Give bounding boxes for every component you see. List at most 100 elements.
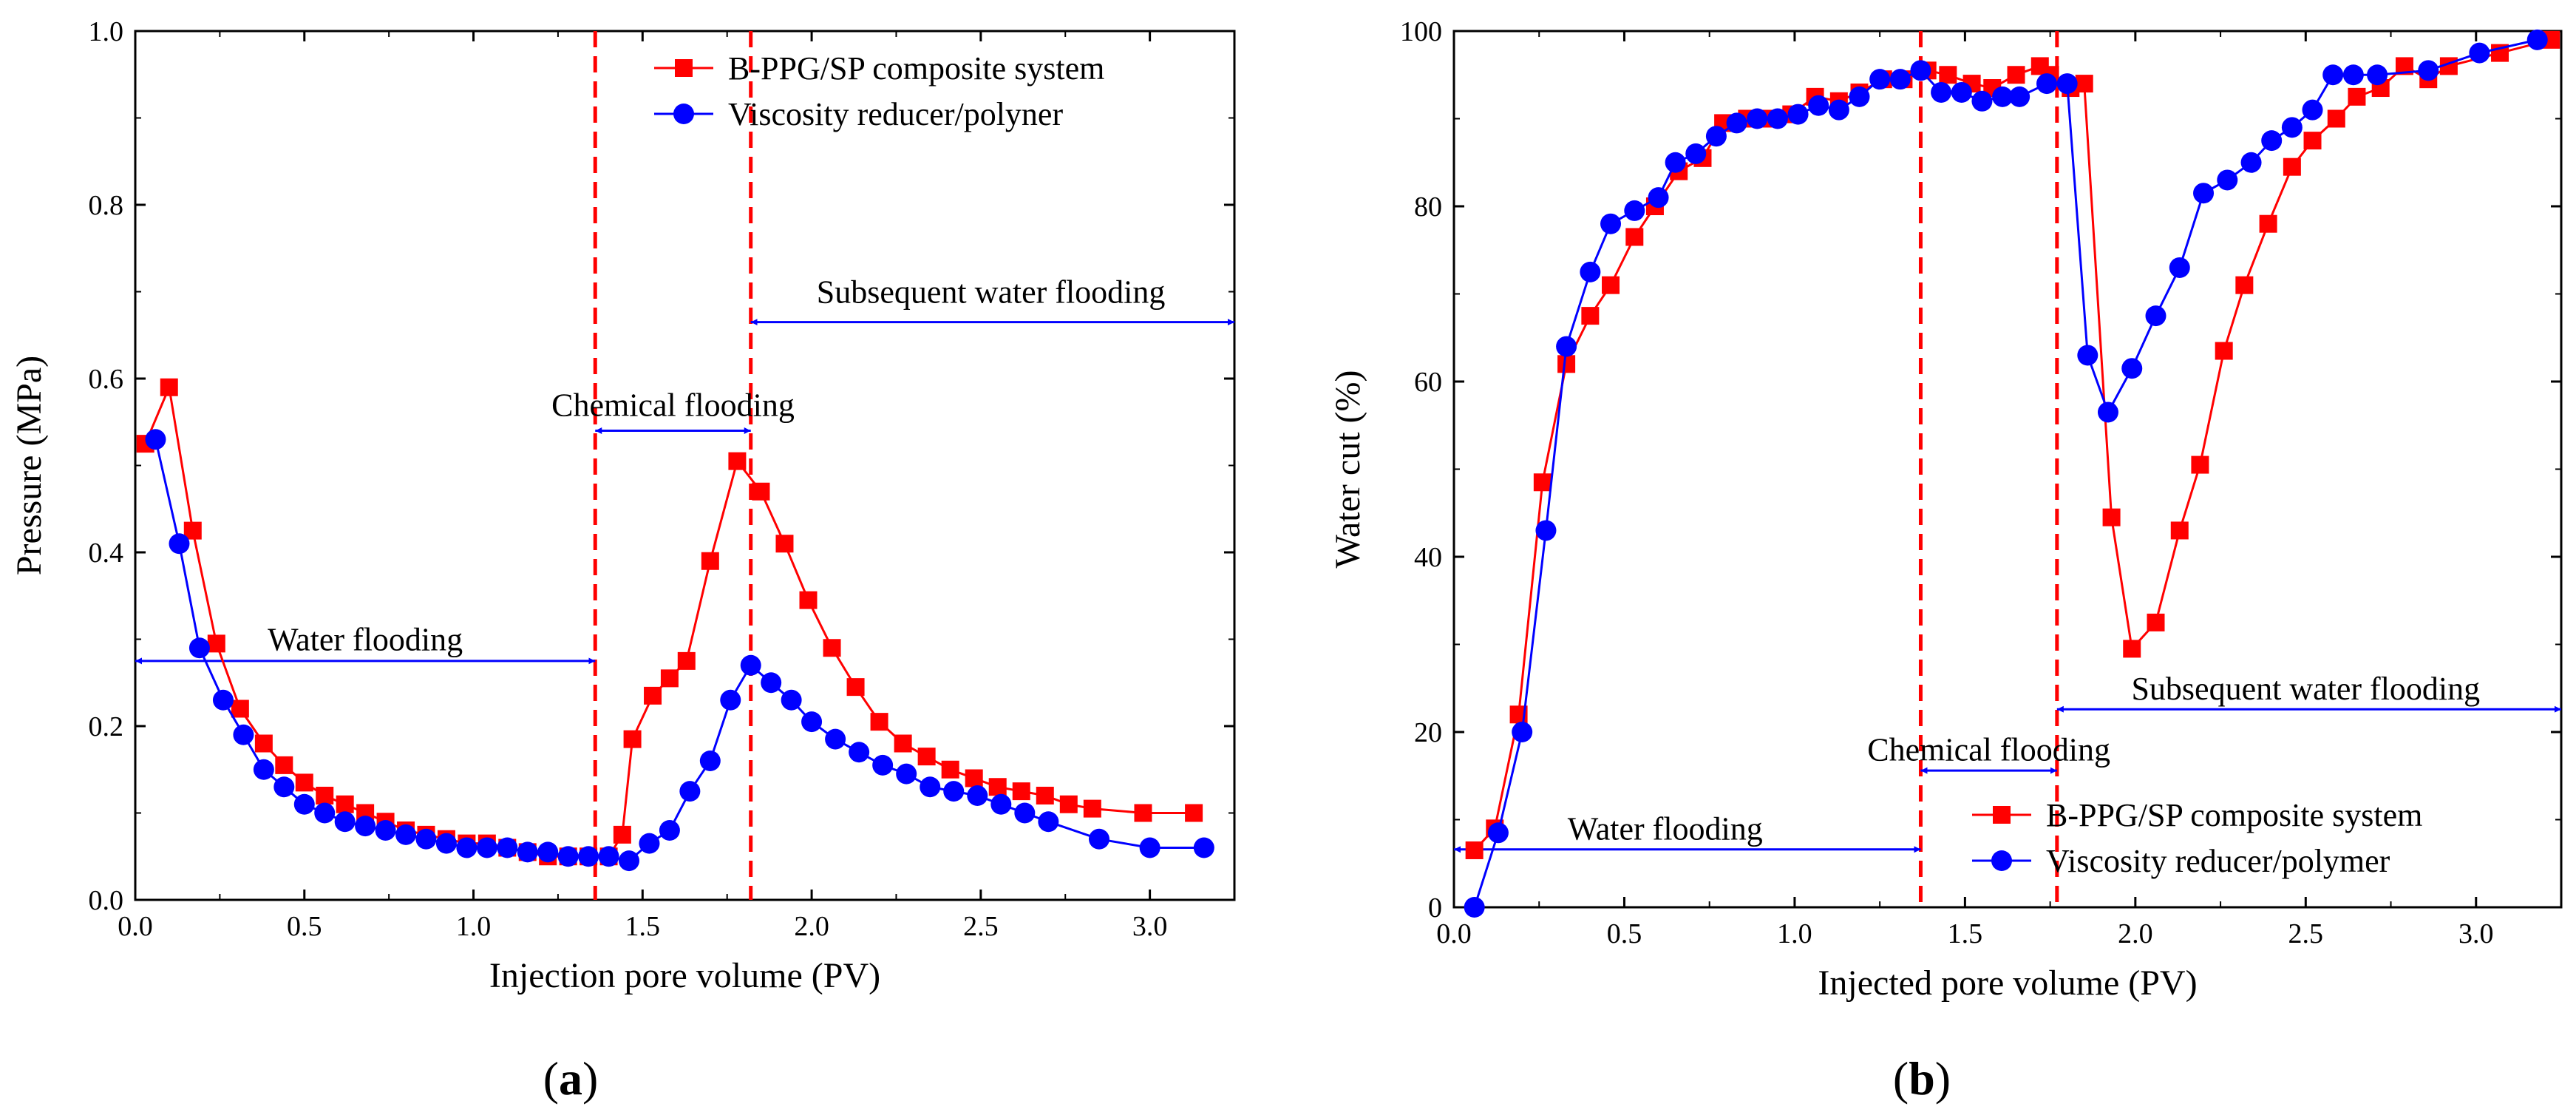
x-tick-label: 1.5 xyxy=(625,911,661,942)
stage-label: Subsequent water flooding xyxy=(2131,671,2480,707)
data-point xyxy=(613,825,631,844)
data-point xyxy=(2036,73,2058,95)
data-point xyxy=(660,669,679,688)
legend-marker xyxy=(1991,850,2012,871)
data-point xyxy=(990,793,1012,815)
data-point xyxy=(799,591,818,609)
data-point xyxy=(188,637,210,659)
data-point xyxy=(212,689,234,711)
data-point xyxy=(849,742,870,763)
data-point xyxy=(2469,42,2490,64)
data-point xyxy=(2215,342,2233,360)
data-point xyxy=(775,535,794,553)
legend-label: Viscosity reducer/polyner xyxy=(728,96,1063,132)
x-axis-label: Injection pore volume (PV) xyxy=(489,956,880,995)
x-tick-label: 2.0 xyxy=(794,911,829,942)
legend: B-PPG/SP composite system Viscosity reduc… xyxy=(654,50,1104,132)
y-tick-label: 60 xyxy=(1414,367,1442,398)
data-point xyxy=(253,759,274,780)
legend-label: B-PPG/SP composite system xyxy=(728,50,1104,87)
y-tick-label: 0.0 xyxy=(89,885,124,916)
x-tick-label: 3.0 xyxy=(1132,911,1168,942)
data-point xyxy=(1185,804,1203,822)
data-point xyxy=(2261,130,2283,152)
data-point xyxy=(2235,276,2254,294)
x-tick-label: 3.0 xyxy=(2458,918,2494,949)
data-point xyxy=(517,841,538,863)
data-point xyxy=(537,841,559,863)
data-point xyxy=(2191,455,2209,474)
x-tick-label: 0.5 xyxy=(1607,918,1642,949)
y-tick-label: 20 xyxy=(1414,717,1442,748)
data-point xyxy=(145,429,166,450)
data-point xyxy=(1939,66,1957,84)
panel-a: 0.0 0.5 1.0 1.5 2.0 2.5 3.0 0.0 0.2 0.4 0.6 0.8 1.0 I… xyxy=(10,16,1236,995)
data-point xyxy=(1971,90,1993,112)
data-point xyxy=(1931,81,1952,103)
stage-label: Water flooding xyxy=(268,622,463,658)
data-point xyxy=(1624,200,1645,221)
data-point xyxy=(623,730,642,748)
data-point xyxy=(943,781,965,802)
data-point xyxy=(965,769,983,787)
data-point xyxy=(2121,358,2143,379)
data-point xyxy=(476,837,497,858)
data-point xyxy=(2056,73,2078,95)
data-point xyxy=(761,672,782,694)
data-point xyxy=(2169,257,2190,278)
data-point xyxy=(1910,60,1931,81)
data-point xyxy=(169,533,190,555)
data-point xyxy=(1787,104,1809,125)
data-point xyxy=(2077,345,2098,366)
data-point xyxy=(336,795,354,813)
data-point xyxy=(1767,108,1788,129)
data-point xyxy=(2367,64,2388,86)
data-point xyxy=(334,811,356,833)
data-point xyxy=(894,734,912,753)
data-point xyxy=(275,756,293,774)
data-point xyxy=(2217,169,2238,191)
data-point xyxy=(659,820,680,841)
legend-label: Viscosity reducer/polymer xyxy=(2046,843,2390,879)
legend-marker xyxy=(1993,806,2011,824)
data-point xyxy=(1580,261,1601,282)
data-point xyxy=(720,689,741,711)
data-point xyxy=(1038,811,1059,833)
data-point xyxy=(2097,402,2118,423)
data-point xyxy=(395,824,417,845)
data-point xyxy=(2342,64,2364,86)
y-axis-label: Water cut (%) xyxy=(1328,370,1367,569)
data-point xyxy=(1014,802,1036,824)
y-tick-label: 0.2 xyxy=(89,711,124,742)
data-point xyxy=(578,846,599,867)
data-point xyxy=(415,828,437,850)
x-tick-label: 1.5 xyxy=(1948,918,1983,949)
data-point xyxy=(699,751,721,771)
data-point xyxy=(1665,152,1686,173)
stage-label: Water flooding xyxy=(1568,810,1763,847)
data-point xyxy=(846,678,865,697)
y-tick-label: 80 xyxy=(1414,192,1442,223)
y-tick-label: 0.6 xyxy=(89,364,124,395)
data-point xyxy=(1849,86,1870,107)
data-point xyxy=(1465,841,1484,859)
data-point xyxy=(896,763,917,785)
data-point xyxy=(314,802,336,824)
data-point xyxy=(1992,86,2013,107)
data-point xyxy=(1869,69,1891,90)
data-point xyxy=(1134,804,1152,822)
data-point xyxy=(598,846,619,867)
data-point xyxy=(1828,99,1849,121)
data-point xyxy=(497,837,518,858)
data-point xyxy=(2009,86,2030,107)
data-point xyxy=(1487,822,1509,844)
data-point xyxy=(160,378,178,396)
x-tick-label: 0.5 xyxy=(287,911,322,942)
data-point xyxy=(781,689,802,711)
y-tick-label: 0.4 xyxy=(89,538,124,569)
data-point xyxy=(1512,722,1533,742)
data-point xyxy=(644,686,662,705)
y-tick-label: 40 xyxy=(1414,542,1442,573)
data-point xyxy=(1726,112,1747,134)
